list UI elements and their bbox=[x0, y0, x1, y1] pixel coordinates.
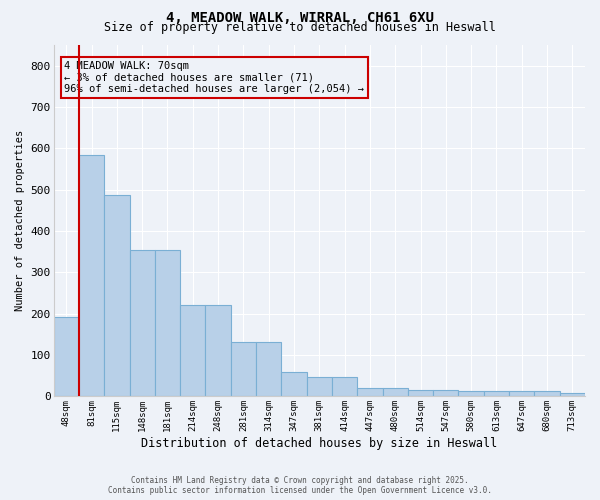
Text: Contains HM Land Registry data © Crown copyright and database right 2025.
Contai: Contains HM Land Registry data © Crown c… bbox=[108, 476, 492, 495]
Bar bbox=[535, 391, 560, 396]
Bar bbox=[307, 376, 332, 396]
Bar bbox=[130, 250, 155, 396]
Bar bbox=[408, 390, 433, 396]
Bar bbox=[281, 372, 307, 396]
Bar bbox=[53, 316, 79, 396]
Bar bbox=[155, 250, 180, 396]
Bar bbox=[484, 391, 509, 396]
Bar bbox=[256, 342, 281, 396]
X-axis label: Distribution of detached houses by size in Heswall: Distribution of detached houses by size … bbox=[141, 437, 497, 450]
Bar bbox=[180, 306, 205, 396]
Bar bbox=[357, 388, 383, 396]
Text: 4, MEADOW WALK, WIRRAL, CH61 6XU: 4, MEADOW WALK, WIRRAL, CH61 6XU bbox=[166, 11, 434, 25]
Text: 4 MEADOW WALK: 70sqm
← 3% of detached houses are smaller (71)
96% of semi-detach: 4 MEADOW WALK: 70sqm ← 3% of detached ho… bbox=[64, 61, 364, 94]
Y-axis label: Number of detached properties: Number of detached properties bbox=[15, 130, 25, 312]
Bar bbox=[205, 306, 231, 396]
Bar bbox=[509, 391, 535, 396]
Bar bbox=[332, 376, 357, 396]
Bar bbox=[104, 195, 130, 396]
Bar bbox=[383, 388, 408, 396]
Text: Size of property relative to detached houses in Heswall: Size of property relative to detached ho… bbox=[104, 21, 496, 34]
Bar bbox=[560, 392, 585, 396]
Bar bbox=[79, 154, 104, 396]
Bar bbox=[231, 342, 256, 396]
Bar bbox=[458, 391, 484, 396]
Bar bbox=[433, 390, 458, 396]
